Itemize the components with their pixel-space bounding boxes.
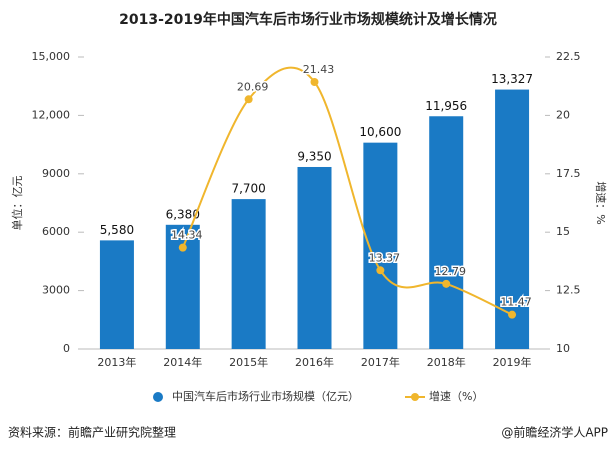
line-value-label: 21.43 <box>303 63 335 76</box>
line-value-label: 20.69 <box>237 80 269 93</box>
y2-tick-label: 17.5 <box>556 167 581 180</box>
line-point <box>442 279 451 288</box>
y2-tick-label: 20 <box>556 108 570 121</box>
line-point <box>310 77 319 86</box>
bar-value-label: 13,327 <box>491 72 533 86</box>
bar-value-label: 11,956 <box>425 99 467 113</box>
source: 资料来源：前瞻产业研究院整理 <box>8 425 176 440</box>
x-tick-label: 2019年 <box>493 355 532 369</box>
legend-swatch <box>411 393 419 401</box>
y-tick-label: 6000 <box>42 225 70 238</box>
x-tick-label: 2014年 <box>163 355 202 369</box>
credit: @前瞻经济学人APP <box>501 425 608 440</box>
y2-axis-label: 增速：% <box>594 181 608 224</box>
line-point <box>244 95 253 104</box>
bar <box>297 166 332 349</box>
y2-tick-label: 10 <box>556 342 570 355</box>
bar <box>429 116 464 349</box>
y2-tick-label: 12.5 <box>556 284 581 297</box>
legend-label: 中国汽车后市场行业市场规模（亿元） <box>172 389 359 403</box>
y-tick-label: 12,000 <box>32 108 71 121</box>
bar-value-label: 10,600 <box>359 125 401 139</box>
x-tick-label: 2015年 <box>229 355 268 369</box>
bar <box>231 199 266 349</box>
line-point <box>178 243 187 252</box>
y2-tick-label: 22.5 <box>556 50 581 63</box>
line-point <box>508 310 517 319</box>
line-value-label: 11.47 <box>500 296 532 309</box>
x-tick-label: 2013年 <box>97 355 136 369</box>
y2-tick-label: 15 <box>556 225 570 238</box>
bar-value-label: 5,580 <box>100 223 134 237</box>
bar <box>165 224 200 349</box>
legend-label: 增速（%） <box>429 389 483 403</box>
bar <box>99 240 134 349</box>
x-tick-label: 2017年 <box>361 355 400 369</box>
y-tick-label: 3000 <box>42 284 70 297</box>
bar <box>495 89 530 349</box>
line-value-label: 14.34 <box>171 229 203 242</box>
line-value-label: 13.37 <box>369 251 401 264</box>
y-tick-label: 9000 <box>42 167 70 180</box>
line-value-label: 12.79 <box>434 265 466 278</box>
x-tick-label: 2016年 <box>295 355 334 369</box>
chart-title: 2013-2019年中国汽车后市场行业市场规模统计及增长情况 <box>119 11 497 28</box>
y-tick-label: 15,000 <box>32 50 71 63</box>
y-axis-label: 单位：亿元 <box>10 176 24 231</box>
bar-value-label: 9,350 <box>297 149 331 163</box>
y-tick-label: 0 <box>63 342 70 355</box>
bar-value-label: 7,700 <box>231 182 265 196</box>
legend-swatch <box>153 392 163 402</box>
bar-value-label: 6,380 <box>166 207 200 221</box>
line-point <box>376 266 385 275</box>
x-tick-label: 2018年 <box>427 355 466 369</box>
